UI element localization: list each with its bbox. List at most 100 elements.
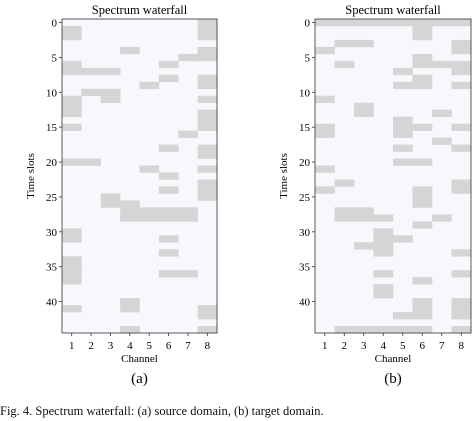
y-tick-label: 40	[299, 297, 311, 309]
occupied-cell	[373, 214, 394, 222]
occupied-cell	[354, 102, 374, 111]
occupied-cell	[412, 193, 433, 201]
x-tick-label: 7	[185, 340, 191, 352]
occupied-cell	[81, 67, 102, 76]
occupied-cell	[412, 312, 433, 320]
occupied-cell	[62, 305, 82, 313]
occupied-cell	[62, 25, 82, 34]
heatmap-background	[62, 19, 217, 333]
occupied-cell	[334, 179, 355, 187]
occupied-cell	[158, 214, 179, 222]
y-axis-label: Time slots	[278, 153, 290, 199]
occupied-cell	[412, 158, 433, 166]
x-tick-label: 6	[166, 340, 172, 352]
occupied-cell	[197, 326, 218, 334]
occupied-cell	[197, 95, 218, 104]
occupied-cell	[393, 67, 413, 76]
occupied-cell	[62, 123, 82, 131]
occupied-cell	[451, 46, 472, 55]
occupied-cell	[393, 130, 413, 138]
occupied-cell	[451, 298, 472, 306]
x-tick-label: 2	[342, 340, 348, 352]
y-tick-label: 35	[299, 262, 311, 274]
occupied-cell	[334, 60, 355, 69]
y-tick-label: 5	[305, 52, 311, 64]
occupied-cell	[139, 165, 160, 173]
y-tick-label: 5	[52, 52, 58, 64]
y-tick-label: 25	[46, 192, 58, 204]
occupied-cell	[197, 151, 218, 159]
occupied-cell	[315, 46, 335, 55]
x-tick-label: 1	[69, 340, 75, 352]
occupied-cell	[100, 95, 121, 104]
occupied-cell	[178, 214, 198, 222]
occupied-cell	[315, 130, 335, 138]
occupied-cell	[412, 221, 433, 229]
occupied-cell	[62, 256, 82, 264]
x-tick-label: 7	[439, 340, 445, 352]
occupied-cell	[62, 32, 82, 41]
occupied-cell	[62, 235, 82, 243]
occupied-cell	[139, 81, 160, 90]
occupied-cell	[334, 214, 355, 222]
occupied-cell	[393, 326, 413, 334]
occupied-cell	[197, 186, 218, 194]
occupied-cell	[197, 81, 218, 90]
occupied-cell	[432, 109, 452, 117]
x-tick-label: 2	[88, 340, 94, 352]
occupied-cell	[315, 123, 335, 131]
occupied-cell	[62, 158, 82, 166]
occupied-cell	[315, 165, 335, 173]
occupied-cell	[412, 200, 433, 208]
occupied-cell	[120, 305, 140, 313]
x-tick-label: 5	[400, 340, 406, 352]
y-tick-label: 15	[46, 122, 58, 134]
occupied-cell	[451, 326, 472, 334]
occupied-cell	[354, 19, 374, 27]
occupied-cell	[373, 228, 394, 236]
occupied-cell	[120, 298, 140, 306]
occupied-cell	[158, 235, 179, 243]
occupied-cell	[100, 88, 121, 97]
occupied-cell	[197, 193, 218, 201]
y-axis-label: Time slots	[25, 153, 37, 199]
x-tick-label: 6	[420, 340, 426, 352]
occupied-cell	[120, 200, 140, 208]
occupied-cell	[197, 19, 218, 27]
occupied-cell	[197, 144, 218, 152]
occupied-cell	[139, 214, 160, 222]
occupied-cell	[120, 326, 140, 334]
occupied-cell	[158, 60, 179, 69]
x-axis-label: Channel	[121, 353, 158, 365]
occupied-cell	[412, 326, 433, 334]
chart-title: Spectrum waterfall	[92, 3, 188, 17]
occupied-cell	[62, 270, 82, 278]
x-tick-label: 1	[322, 340, 328, 352]
occupied-cell	[451, 179, 472, 187]
occupied-cell	[412, 277, 433, 285]
occupied-cell	[373, 326, 394, 334]
occupied-cell	[451, 60, 472, 69]
plot-frame	[314, 18, 472, 334]
occupied-cell	[393, 116, 413, 124]
occupied-cell	[334, 207, 355, 215]
occupied-cell	[451, 19, 472, 27]
occupied-cell	[158, 270, 179, 278]
occupied-cell	[158, 207, 179, 215]
occupied-cell	[373, 235, 394, 243]
occupied-cell	[334, 19, 355, 27]
y-tick-label: 25	[299, 192, 311, 204]
occupied-cell	[158, 172, 179, 180]
occupied-cell	[197, 305, 218, 313]
occupied-cell	[393, 235, 413, 243]
occupied-cell	[62, 60, 82, 69]
occupied-cell	[62, 95, 82, 104]
y-tick-label: 0	[52, 17, 58, 29]
occupied-cell	[315, 186, 335, 194]
occupied-cell	[451, 186, 472, 194]
occupied-cell	[451, 270, 472, 278]
occupied-cell	[197, 46, 218, 55]
occupied-cell	[412, 298, 433, 306]
occupied-cell	[158, 249, 179, 257]
occupied-cell	[197, 179, 218, 187]
